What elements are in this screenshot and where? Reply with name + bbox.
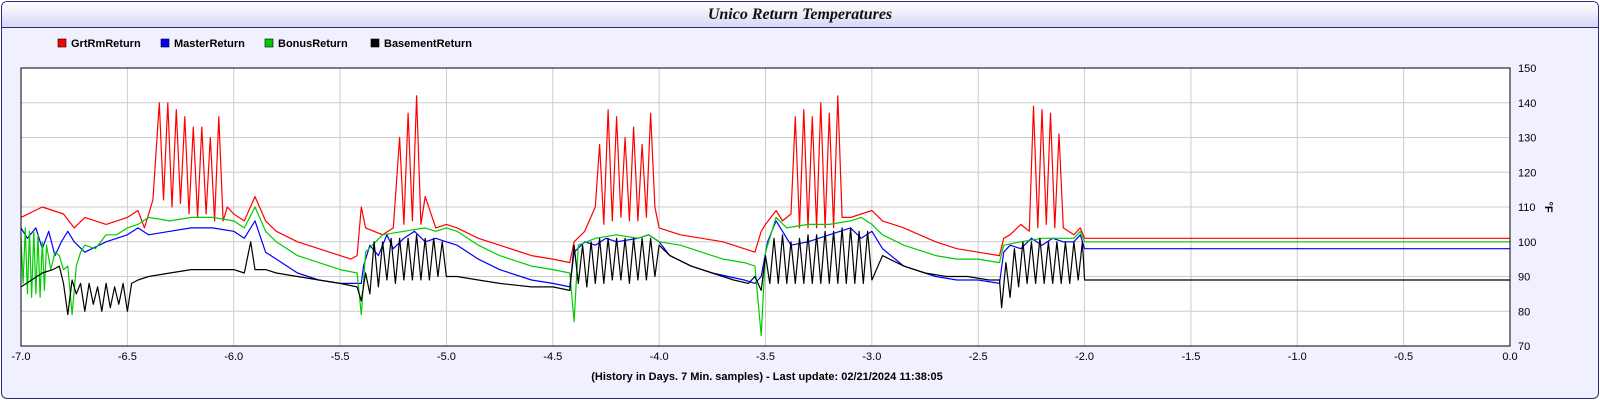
- y-axis-label: °F: [1542, 201, 1554, 212]
- y-tick-label: 110: [1518, 202, 1536, 214]
- y-tick-label: 130: [1518, 133, 1536, 145]
- legend-swatch-GrtRmReturn: [57, 38, 67, 48]
- series-line-BasementReturn: [20, 227, 1510, 316]
- y-tick-label: 70: [1518, 341, 1530, 353]
- x-tick-label: -5.5: [331, 351, 350, 363]
- legend-label: MasterReturn: [174, 38, 245, 50]
- series-line-BonusReturn: [20, 206, 1510, 337]
- x-tick-label: -5.0: [437, 351, 456, 363]
- x-tick-label: -4.0: [650, 351, 669, 363]
- x-tick-label: -6.5: [118, 351, 137, 363]
- legend-label: GrtRmReturn: [71, 38, 141, 50]
- x-tick-label: 0.0: [1502, 351, 1517, 363]
- x-tick-label: -4.5: [543, 351, 562, 363]
- chart-title-bar: Unico Return Temperatures: [2, 2, 1598, 28]
- chart-title: Unico Return Temperatures: [707, 6, 893, 23]
- x-tick-label: -0.5: [1394, 351, 1413, 363]
- x-tick-label: -3.5: [756, 351, 775, 363]
- x-tick-label: -2.0: [1075, 351, 1094, 363]
- y-tick-label: 150: [1518, 63, 1536, 75]
- y-tick-label: 90: [1518, 272, 1530, 284]
- x-axis-label: (History in Days. 7 Min. samples) - Last…: [591, 371, 943, 383]
- x-tick-label: -6.0: [224, 351, 243, 363]
- legend-swatch-BonusReturn: [264, 38, 274, 48]
- x-tick-label: -3.0: [862, 351, 881, 363]
- x-tick-label: -7.0: [12, 351, 31, 363]
- x-tick-label: -2.5: [969, 351, 988, 363]
- y-tick-label: 100: [1518, 237, 1536, 249]
- x-tick-label: -1.0: [1288, 351, 1307, 363]
- y-tick-label: 80: [1518, 306, 1530, 318]
- plot-border: [20, 67, 1511, 347]
- series-line-MasterReturn: [20, 220, 1510, 288]
- x-tick-label: -1.5: [1181, 351, 1200, 363]
- y-tick-label: 140: [1518, 98, 1536, 110]
- series-line-GrtRmReturn: [20, 95, 1510, 264]
- y-tick-label: 120: [1518, 167, 1536, 179]
- legend-label: BasementReturn: [384, 38, 472, 50]
- legend-label: BonusReturn: [278, 38, 348, 50]
- legend-swatch-BasementReturn: [370, 38, 380, 48]
- legend-swatch-MasterReturn: [160, 38, 170, 48]
